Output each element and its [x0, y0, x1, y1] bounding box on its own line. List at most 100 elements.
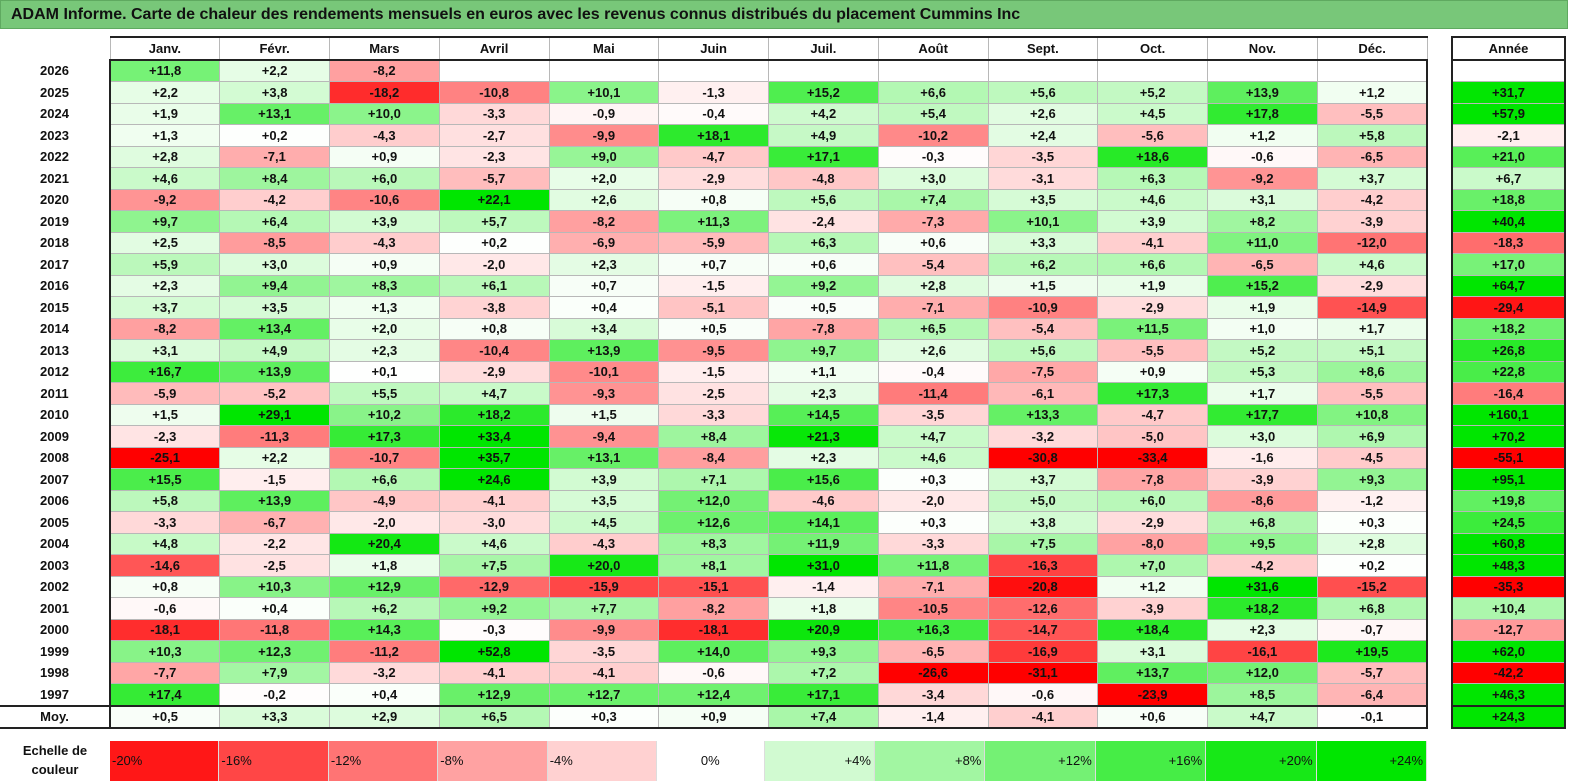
heatmap-cell: +8,4: [219, 167, 330, 190]
heatmap-cell: -2,3: [109, 425, 221, 448]
heatmap-cell: -18,1: [109, 618, 221, 641]
annual-cell: +19,8: [1451, 489, 1566, 512]
heatmap-cell: +18,1: [658, 124, 769, 147]
heatmap-cell: +12,6: [658, 511, 769, 534]
heatmap-cell: +2,6: [987, 102, 1099, 125]
heatmap-cell: -4,3: [548, 532, 660, 555]
heatmap-cell: +10,1: [987, 210, 1099, 233]
annual-cell: +17,0: [1451, 253, 1566, 276]
heatmap-cell: -6,5: [877, 640, 989, 663]
heatmap-cell: -7,7: [109, 661, 221, 684]
table-row: 2023 +1,3 +0,2 -4,3 -2,7 -9,9 +18,1 +4,9 -10,2 +2…: [0, 124, 1428, 147]
year-label: 1999: [0, 640, 111, 662]
heatmap-table: Janv. Févr. Mars Avril Mai Juin Juil. Août Sept.…: [0, 36, 1428, 729]
heatmap-cell: -25,1: [109, 446, 221, 469]
heatmap-cell: -11,3: [219, 425, 330, 448]
heatmap-cell: +12,9: [438, 683, 550, 706]
heatmap-cell: +0,4: [329, 683, 440, 706]
heatmap-cell: [1316, 59, 1428, 82]
heatmap-cell: +3,3: [987, 231, 1099, 254]
heatmap-cell: -0,6: [658, 661, 769, 684]
heatmap-cell: [1207, 59, 1318, 82]
heatmap-cell: +4,6: [438, 532, 550, 555]
heatmap-cell: +2,3: [109, 274, 221, 297]
heatmap-cell: -4,5: [1316, 446, 1428, 469]
heatmap-cell: +13,9: [1207, 81, 1318, 104]
annual-cell: +21,0: [1451, 145, 1566, 168]
heatmap-cell: -4,1: [438, 661, 550, 684]
heatmap-cell: -5,4: [987, 317, 1099, 340]
heatmap-cell: -3,9: [1316, 210, 1428, 233]
year-label: 2014: [0, 318, 111, 340]
header-corner: [0, 37, 110, 60]
heatmap-cell: +5,4: [877, 102, 989, 125]
table-row: 2000 -18,1 -11,8 +14,3 -0,3 -9,9 -18,1 +20,9 +16…: [0, 618, 1428, 641]
table-row: 2013 +3,1 +4,9 +2,3 -10,4 +13,9 -9,5 +9,7 +2,6 +5…: [0, 339, 1428, 362]
heatmap-cell: +1,5: [109, 403, 221, 426]
heatmap-cell: -9,2: [109, 188, 221, 211]
heatmap-cell: +12,0: [1207, 661, 1318, 684]
heatmap-cell: +6,3: [768, 231, 879, 254]
year-label: 2009: [0, 425, 111, 447]
annual-cell: -16,4: [1451, 382, 1566, 405]
heatmap-cell: +7,7: [548, 597, 660, 620]
heatmap-cell: +6,2: [987, 253, 1099, 276]
heatmap-cell: +7,5: [438, 554, 550, 577]
heatmap-cell: -1,6: [1207, 446, 1318, 469]
heatmap-cell: -0,2: [219, 683, 330, 706]
heatmap-cell: -7,3: [877, 210, 989, 233]
year-label: 2004: [0, 533, 111, 555]
heatmap-cell: +0,8: [109, 575, 221, 598]
heatmap-cell: +8,2: [1207, 210, 1318, 233]
heatmap-cell: -6,7: [219, 511, 330, 534]
month-header: Juin: [658, 36, 769, 61]
heatmap-cell: +3,9: [1097, 210, 1208, 233]
heatmap-cell: -0,7: [1316, 618, 1428, 641]
scale-swatch: -8%: [438, 741, 548, 781]
heatmap-cell: +13,3: [987, 403, 1099, 426]
heatmap-cell: +3,5: [987, 188, 1099, 211]
heatmap-cell: -7,1: [877, 575, 989, 598]
month-header: Avril: [438, 36, 550, 61]
heatmap-cell: +1,9: [109, 102, 221, 125]
heatmap-cell: +4,6: [109, 167, 221, 190]
annual-cell: -2,1: [1451, 124, 1566, 147]
heatmap-cell: -5,1: [658, 296, 769, 319]
heatmap-cell: -4,1: [548, 661, 660, 684]
heatmap-cell: +15,2: [1207, 274, 1318, 297]
chart-title: ADAM Informe. Carte de chaleur des rende…: [0, 0, 1568, 29]
heatmap-cell: -3,2: [987, 425, 1099, 448]
year-label: 2003: [0, 554, 111, 576]
heatmap-cell: -4,1: [438, 489, 550, 512]
heatmap-cell: +6,6: [1097, 253, 1208, 276]
heatmap-cell: -3,3: [109, 511, 221, 534]
heatmap-cell: +12,0: [658, 489, 769, 512]
heatmap-cell: +9,2: [438, 597, 550, 620]
heatmap-cell: +21,3: [768, 425, 879, 448]
heatmap-cell: +0,9: [329, 253, 440, 276]
month-header: Août: [877, 36, 989, 61]
table-row: 2014 -8,2 +13,4 +2,0 +0,8 +3,4 +0,5 -7,8 +6,5 -5,…: [0, 317, 1428, 340]
heatmap-cell: [658, 59, 769, 82]
heatmap-cell: +4,9: [219, 339, 330, 362]
heatmap-cell: -0,6: [1207, 145, 1318, 168]
color-scale: -20% -16% -12% -8% -4% 0% +4% +8% +12% +16% +20% +2…: [110, 741, 1428, 781]
heatmap-cell: +3,9: [329, 210, 440, 233]
heatmap-cell: -10,2: [877, 124, 989, 147]
heatmap-cell: +3,1: [1207, 188, 1318, 211]
heatmap-cell: -15,9: [548, 575, 660, 598]
heatmap-cell: -5,0: [1097, 425, 1208, 448]
heatmap-cell: +13,7: [1097, 661, 1208, 684]
heatmap-cell: -4,3: [329, 231, 440, 254]
year-label: 2015: [0, 296, 111, 318]
heatmap-cell: -16,9: [987, 640, 1099, 663]
heatmap-cell: -1,3: [658, 81, 769, 104]
color-scale-label: Echelle de couleur: [22, 743, 88, 777]
year-label: 2013: [0, 339, 111, 361]
heatmap-cell: +16,7: [109, 360, 221, 383]
heatmap-cell: +7,0: [1097, 554, 1208, 577]
year-label: 2020: [0, 189, 111, 211]
heatmap-cell: +5,7: [438, 210, 550, 233]
heatmap-cell: -14,6: [109, 554, 221, 577]
annual-cell: +62,0: [1451, 640, 1566, 663]
